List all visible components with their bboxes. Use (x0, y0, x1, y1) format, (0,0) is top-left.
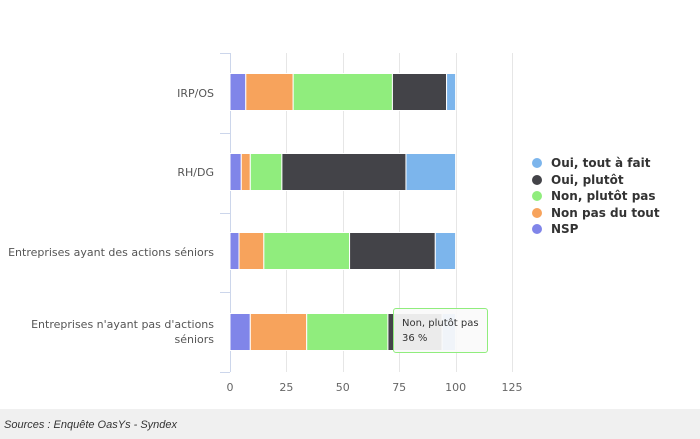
bar-segment[interactable] (229, 153, 242, 191)
legend-item-oui-plutot[interactable]: Oui, plutôt (532, 172, 660, 189)
legend: Oui, tout à fait Oui, plutôt Non, plutôt… (532, 155, 660, 238)
x-tick-label: 100 (445, 381, 466, 394)
legend-dot-icon (532, 224, 542, 235)
source-note: Sources : Enquête OasYs - Syndex (4, 419, 178, 431)
x-tick-label: 25 (279, 381, 293, 394)
bar-segment[interactable] (240, 153, 251, 191)
bar-segment[interactable] (263, 232, 351, 270)
category-label: Entreprises n'ayant pas d'actions sénior… (31, 318, 214, 346)
chart-area: 0 25 50 75 100 125 IRP/OS RH/DG Entreprises a… (0, 0, 700, 409)
legend-label: Non pas du tout (551, 205, 660, 220)
category-label: IRP/OS (177, 87, 214, 100)
legend-dot-icon (532, 174, 542, 185)
tooltip: Non, plutôt pas 36 % (393, 308, 488, 353)
bar-segment[interactable] (281, 153, 407, 191)
legend-label: Oui, tout à fait (551, 156, 651, 171)
bar-segment[interactable] (249, 153, 283, 191)
legend-dot-icon (532, 191, 542, 202)
legend-dot-icon (532, 207, 542, 218)
category-label: RH/DG (177, 166, 214, 179)
legend-dot-icon (532, 158, 542, 169)
bar-segment[interactable] (245, 73, 294, 111)
bar-segment[interactable] (249, 313, 308, 351)
legend-item-nsp[interactable]: NSP (532, 221, 660, 238)
tooltip-value: 36 % (402, 333, 428, 344)
bar-segment[interactable] (434, 232, 457, 270)
x-tick-label: 0 (227, 381, 234, 394)
legend-item-oui-tout-a-fait[interactable]: Oui, tout à fait (532, 155, 660, 172)
tooltip-series: Non, plutôt pas (402, 318, 479, 329)
bar-segment[interactable] (229, 232, 240, 270)
legend-label: NSP (551, 222, 579, 237)
legend-label: Oui, plutôt (551, 172, 624, 187)
bar-segment[interactable] (292, 73, 393, 111)
bar-segment[interactable] (446, 73, 457, 111)
bar-segment[interactable] (306, 313, 389, 351)
bar-segment[interactable] (229, 313, 251, 351)
x-tick-label: 75 (392, 381, 406, 394)
category-label: Entreprises ayant des actions séniors (8, 246, 214, 259)
bar-segment[interactable] (349, 232, 436, 270)
legend-item-non-plutot-pas[interactable]: Non, plutôt pas (532, 188, 660, 205)
x-tick-label: 125 (502, 381, 523, 394)
bar-segment[interactable] (405, 153, 457, 191)
x-tick-label: 50 (336, 381, 350, 394)
legend-item-non-pas-du-tout[interactable]: Non pas du tout (532, 205, 660, 222)
bar-segment[interactable] (391, 73, 448, 111)
legend-label: Non, plutôt pas (551, 189, 656, 204)
bar-segment[interactable] (229, 73, 247, 111)
bar-segment[interactable] (238, 232, 265, 270)
